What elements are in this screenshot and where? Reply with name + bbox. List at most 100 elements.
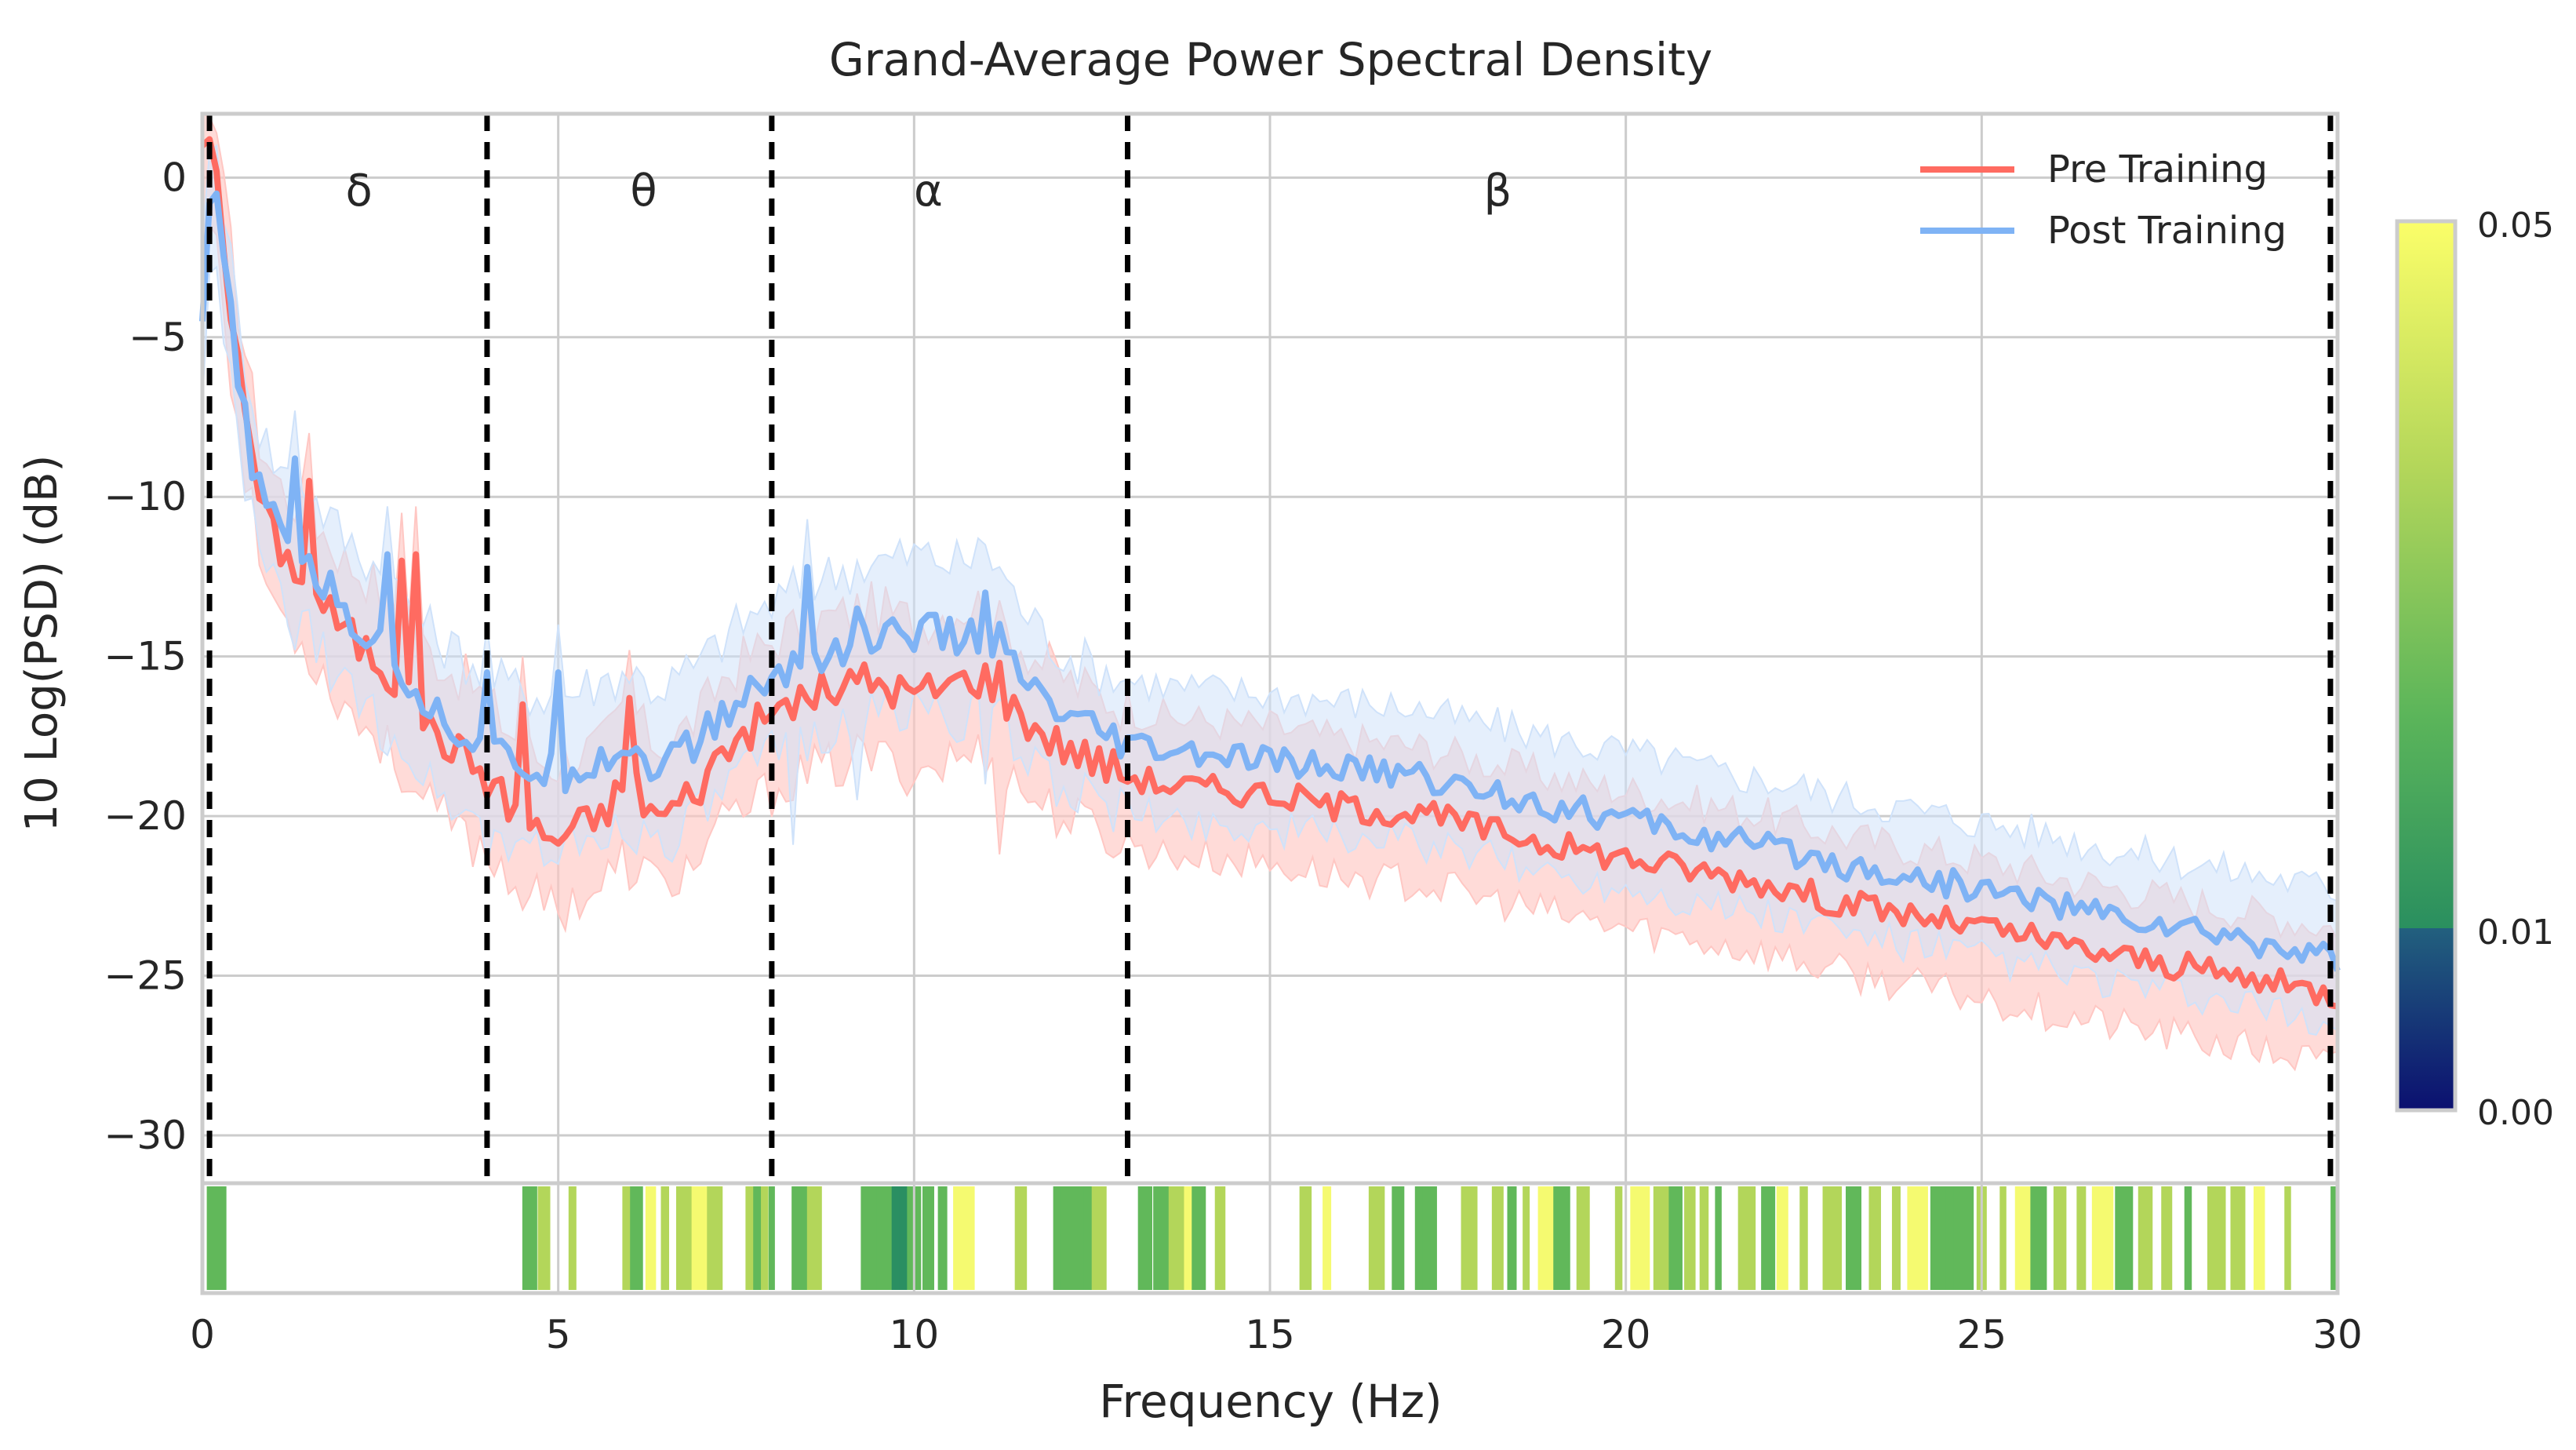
line-post (199, 190, 2341, 972)
series-lines (199, 136, 2341, 1010)
significance-segment (791, 1186, 810, 1290)
significance-segment (1653, 1186, 1670, 1290)
y-axis-label: 10 Log(PSD) (dB) (16, 455, 67, 832)
colorbar-low-segment (2397, 928, 2455, 1110)
significance-segment (1091, 1186, 1107, 1290)
significance-segment (2230, 1186, 2246, 1290)
significance-segment (206, 1186, 227, 1290)
colorbar-tick-high: 0.05 (2477, 206, 2554, 246)
significance-segment (761, 1186, 769, 1290)
significance-segment (2053, 1186, 2067, 1290)
significance-segment (537, 1186, 551, 1290)
significance-segment (1414, 1186, 1424, 1290)
significance-segment (768, 1186, 775, 1290)
significance-segment (753, 1186, 762, 1290)
significance-segment (1430, 1186, 1437, 1290)
significance-segment (1368, 1186, 1385, 1290)
significance-segment (1137, 1186, 1146, 1290)
band-label: α (914, 166, 943, 217)
significance-segment (1553, 1186, 1570, 1290)
significance-segment (1507, 1186, 1517, 1290)
significance-segment (1668, 1186, 1683, 1290)
legend-label-pre: Pre Training (2047, 148, 2268, 191)
significance-segment (691, 1186, 710, 1290)
significance-segment (1930, 1186, 1948, 1290)
significance-segment (1422, 1186, 1431, 1290)
legend: Pre Training Post Training (1920, 148, 2287, 253)
significance-segment (2253, 1186, 2265, 1290)
significance-segment (1014, 1186, 1028, 1290)
significance-segment (568, 1186, 577, 1290)
significance-segment (1761, 1186, 1776, 1290)
significance-segment (1891, 1186, 1901, 1290)
significance-segment (2284, 1186, 2291, 1290)
significance-segment (1999, 1186, 2007, 1290)
significance-segment (937, 1186, 948, 1290)
significance-segment (745, 1186, 755, 1290)
x-tick-label: 25 (1957, 1312, 2007, 1357)
y-tick-label: −5 (129, 315, 187, 360)
significance-segment (1737, 1186, 1756, 1290)
significance-segment (1214, 1186, 1226, 1290)
significance-segment (1323, 1186, 1332, 1290)
significance-segment (2115, 1186, 2134, 1290)
significance-segment (1068, 1186, 1087, 1290)
significance-segment (1822, 1186, 1843, 1290)
band-label: δ (345, 166, 372, 217)
x-tick-label: 10 (890, 1312, 940, 1357)
significance-segment (1491, 1186, 1504, 1290)
x-axis-ticks: 0 5 10 15 20 25 30 (190, 1312, 2363, 1357)
significance-segment (2161, 1186, 2173, 1290)
significance-segment (707, 1186, 723, 1290)
significance-segment (1461, 1186, 1478, 1290)
significance-strip (200, 1181, 2340, 1295)
significance-segment (1715, 1186, 1722, 1290)
significance-segment (1523, 1186, 1530, 1290)
band-boundaries (206, 114, 2334, 1183)
significance-segment (2330, 1186, 2338, 1290)
significance-segment (1145, 1186, 1153, 1290)
y-tick-label: −30 (104, 1113, 187, 1158)
significance-segment (1684, 1186, 1696, 1290)
significance-segment (1614, 1186, 1623, 1290)
band-label: β (1483, 166, 1512, 217)
x-tick-label: 20 (1601, 1312, 1651, 1357)
y-axis-ticks: 0 −5 −10 −15 −20 −25 −30 (104, 155, 187, 1158)
colorbar-tick-mid: 0.01 (2477, 913, 2554, 953)
line-pre (200, 136, 2338, 1010)
x-tick-label: 15 (1245, 1312, 1295, 1357)
significance-segment (2184, 1186, 2192, 1290)
y-tick-label: −10 (104, 474, 187, 519)
y-tick-label: −25 (104, 953, 187, 999)
significance-segment (806, 1186, 822, 1290)
significance-segment (660, 1186, 670, 1290)
significance-segment (1846, 1186, 1862, 1290)
chart-title: Grand-Average Power Spectral Density (829, 33, 1712, 86)
significance-segment (630, 1186, 643, 1290)
colorbar: 0.05 0.01 0.00 (2395, 206, 2554, 1133)
significance-segment (1907, 1186, 1928, 1290)
significance-segment (645, 1186, 657, 1290)
x-axis-label: Frequency (Hz) (1099, 1375, 1442, 1428)
significance-segment (1799, 1186, 1808, 1290)
band-label: θ (630, 166, 657, 217)
significance-segment (1392, 1186, 1405, 1290)
colorbar-high-segment (2397, 221, 2455, 928)
significance-segment (1699, 1186, 1709, 1290)
significance-segment (522, 1186, 537, 1290)
colorbar-frame (2395, 219, 2458, 1113)
significance-segment (1776, 1186, 1788, 1290)
significance-segment (1192, 1186, 1206, 1290)
significance-segment (1168, 1186, 1187, 1290)
significance-segment (922, 1186, 934, 1290)
strip-segments (206, 1186, 2338, 1290)
significance-segment (1868, 1186, 1881, 1290)
legend-label-post: Post Training (2047, 209, 2287, 253)
x-tick-label: 5 (546, 1312, 571, 1357)
y-tick-label: −15 (104, 634, 187, 679)
y-tick-label: 0 (162, 155, 187, 200)
significance-segment (2076, 1186, 2087, 1290)
significance-segment (1961, 1186, 1974, 1290)
